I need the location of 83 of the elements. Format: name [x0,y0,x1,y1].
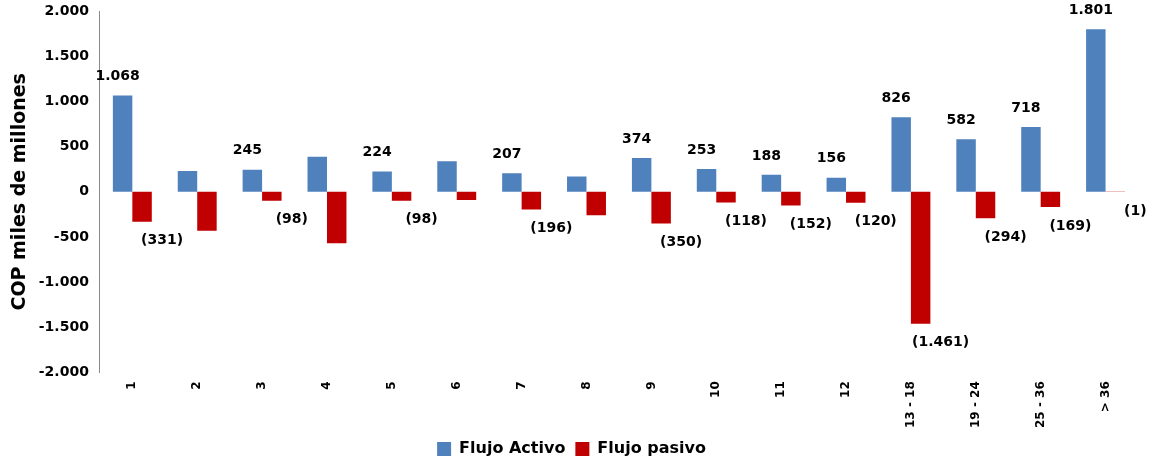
bar [197,191,217,231]
y-tick-label: -500 [53,227,90,244]
y-tick-label: 0 [79,182,90,199]
data-label: 826 [881,88,911,105]
bar [177,171,198,192]
x-tick-label: 7 [513,381,528,390]
data-label: (1) [1124,201,1147,218]
bar [502,173,522,192]
bar [826,177,847,192]
x-tick-label: 8 [578,381,593,390]
x-tick-label: 10 [708,381,723,398]
bar [372,171,392,192]
bar [716,191,736,203]
bar [521,191,542,210]
bar [761,174,782,192]
y-tick-label: -1.500 [38,317,90,334]
bar [1021,127,1041,192]
x-tick-label: 11 [773,381,788,398]
x-tick-label: 5 [383,381,398,390]
bar [112,95,133,192]
data-label: 1.801 [1068,0,1113,17]
legend-label: Flujo Activo [459,438,566,458]
y-tick-label: 500 [59,137,90,154]
data-label: (169) [1049,216,1092,233]
bar [1086,29,1106,192]
x-tick-label: 9 [643,381,658,390]
data-label: (152) [789,215,832,232]
x-tick-label: 25 - 36 [1032,381,1047,428]
x-tick-label: 6 [448,381,463,390]
bar [132,191,152,222]
bar [586,191,606,216]
y-axis-title: COP miles de millones [7,73,30,311]
bar [1040,191,1061,208]
data-label: 245 [232,141,262,158]
data-label: 188 [751,146,782,163]
data-label: (350) [660,233,703,250]
y-tick-label: -2.000 [38,362,90,379]
data-label: 253 [686,140,717,157]
x-tick-label: 3 [254,381,269,390]
x-tick-label: 1 [124,381,139,390]
data-label: (120) [854,212,897,229]
x-tick-label: 13 - 18 [903,381,918,428]
bar [307,156,327,192]
data-label: (196) [530,219,573,236]
bar [567,176,587,192]
data-label: (294) [984,228,1027,244]
data-label: 207 [492,144,522,161]
legend-label: Flujo pasivo [597,438,706,458]
bar [437,161,457,192]
bar [651,191,671,224]
bar [891,117,911,192]
data-label: (331) [141,231,184,248]
data-label: (118) [724,212,768,229]
data-label: (1.461) [912,333,970,350]
data-label: 224 [362,143,392,160]
x-tick-label: 19 - 24 [967,381,982,428]
bar [975,191,996,219]
y-tick-label: -1.000 [38,272,90,289]
y-tick-label: 1.500 [44,47,90,64]
bar [391,191,412,201]
bar [262,191,282,201]
x-tick-label: > 36 [1097,381,1112,413]
data-label: (98) [405,210,438,227]
bar [242,169,263,192]
y-tick-label: 2.000 [44,2,90,19]
data-label: 156 [816,149,846,166]
data-label: 1.068 [95,67,140,84]
data-label: (98) [275,210,308,227]
x-tick-label: 12 [838,381,853,398]
bar [631,158,652,192]
bar [456,191,477,200]
data-label: 374 [622,129,652,146]
data-label: 582 [946,110,976,127]
x-tick-label: 2 [189,381,204,390]
bar [846,191,866,203]
bar [781,191,801,206]
data-label: 718 [1011,98,1041,115]
bar [696,169,717,192]
x-tick-label: 4 [319,381,334,390]
bar [326,191,347,244]
bar [910,191,931,324]
bar [956,139,976,192]
y-tick-label: 1.000 [44,92,90,109]
